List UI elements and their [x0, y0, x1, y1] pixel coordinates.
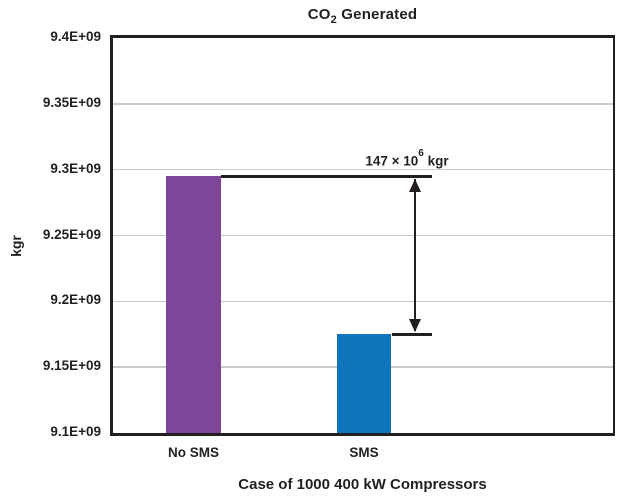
y-axis-label: kgr: [8, 235, 24, 257]
chart-title-suffix: Generated: [336, 6, 418, 23]
arrow-down-icon: [409, 318, 421, 332]
difference-annotation-label: 147 × 106 kgr: [307, 148, 507, 169]
y-tick-label: 9.2E+09: [50, 292, 101, 308]
y-tick-label: 9.15E+09: [42, 358, 101, 374]
x-axis-title: Case of 1000 400 kW Compressors: [238, 476, 487, 493]
y-tick-label: 9.4E+09: [50, 29, 101, 44]
arrow-up-icon: [409, 178, 421, 192]
difference-bottom-line: [392, 333, 432, 336]
chart-title: CO2 Generated: [110, 6, 615, 26]
plot-area: 147 × 106 kgr: [110, 35, 615, 436]
y-tick-label: 9.3E+09: [50, 160, 101, 176]
gridline: [113, 168, 613, 171]
gridline: [113, 300, 613, 303]
x-tick-label-sms: SMS: [349, 445, 379, 460]
x-tick-label-no-sms: No SMS: [167, 445, 219, 460]
difference-top-line: [220, 175, 432, 178]
gridline: [113, 234, 613, 237]
difference-exponent: 6: [418, 147, 424, 159]
y-tick-label: 9.25E+09: [42, 226, 101, 242]
difference-unit: kgr: [423, 153, 449, 169]
difference-arrow-shaft: [413, 179, 417, 332]
y-tick-label: 9.35E+09: [42, 94, 101, 110]
chart-title-subscript: 2: [330, 14, 337, 26]
y-tick-label: 9.1E+09: [50, 424, 101, 439]
bar-sms: [336, 334, 392, 433]
bar-no-sms: [166, 176, 221, 433]
chart-title-text: CO: [307, 6, 331, 23]
difference-value: 147 × 10: [365, 153, 419, 169]
gridline: [113, 103, 613, 105]
